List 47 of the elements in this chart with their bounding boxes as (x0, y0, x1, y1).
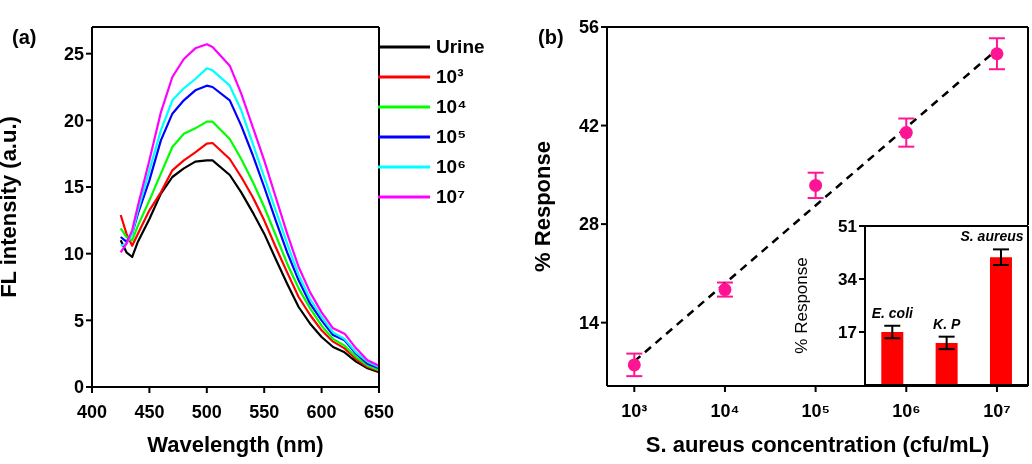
legend-label: 10⁵ (436, 126, 467, 148)
y-tick-label: 15 (63, 177, 84, 198)
y-tick-label: 14 (578, 313, 599, 334)
x-tick-label: 450 (134, 401, 165, 422)
x-tick-label: 10⁴ (710, 400, 740, 421)
x-tick-label: 400 (76, 401, 108, 422)
y-tick-label: 34 (838, 270, 858, 290)
legend-label: 10⁴ (436, 96, 467, 118)
x-axis-title: Wavelength (nm) (147, 432, 324, 457)
x-tick-label: S. aureus (960, 228, 1024, 245)
x-tick-label: 10⁵ (801, 400, 830, 421)
legend-label: Urine (436, 36, 485, 58)
y-axis-title: % Response (529, 141, 555, 272)
bar (935, 342, 958, 385)
y-tick-label: 5 (73, 310, 84, 331)
x-tick-label: K. P (933, 315, 961, 332)
y-tick-label: 0 (73, 377, 84, 398)
y-tick-label: 10 (63, 244, 84, 265)
bar (989, 257, 1012, 385)
y-axis-title: FL intensity (a.u.) (0, 116, 21, 298)
point (899, 126, 913, 140)
point (990, 47, 1004, 61)
x-tick-label: 650 (363, 401, 395, 422)
x-tick-label: 10⁶ (892, 400, 921, 421)
x-tick-label: 600 (306, 401, 337, 422)
y-tick-label: 51 (838, 217, 857, 237)
text: (a) (12, 26, 37, 49)
y-tick-label: 56 (578, 17, 599, 38)
legend-label: 10³ (436, 66, 464, 88)
point (627, 358, 641, 372)
x-tick-label: E. coli (871, 304, 915, 321)
y-tick-label: 42 (578, 115, 599, 136)
legend-label: 10⁷ (436, 186, 465, 208)
y-tick-label: 20 (63, 110, 84, 131)
x-tick-label: 10³ (621, 400, 648, 421)
y-tick-label: 25 (63, 44, 84, 65)
x-tick-label: 550 (249, 401, 280, 422)
bar (881, 332, 904, 385)
point (809, 178, 823, 192)
y-axis-title: % Response (792, 257, 812, 354)
legend-label: 10⁶ (436, 156, 466, 178)
y-tick-label: 17 (838, 323, 857, 343)
x-tick-label: 10⁷ (983, 400, 1011, 421)
x-axis-title: S. aureus concentration (cfu/mL) (645, 432, 990, 457)
text: (b) (538, 26, 564, 49)
y-tick-label: 28 (578, 214, 599, 235)
x-tick-label: 500 (191, 401, 222, 422)
